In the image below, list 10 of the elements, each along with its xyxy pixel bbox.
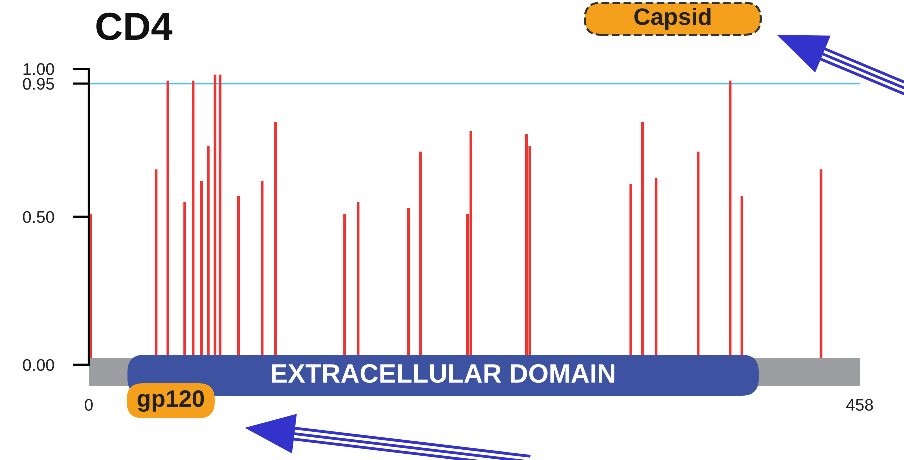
x-tick-label: 458 xyxy=(846,399,874,412)
y-tick-label: 0.00 xyxy=(23,359,54,372)
x-tick-label: 0 xyxy=(85,399,93,412)
annotation: gp120 xyxy=(138,390,204,412)
chart-title: CD4 xyxy=(96,12,173,40)
y-tick-label: 1.00 xyxy=(24,63,54,76)
band-label: EXTRACELLULAR DOMAIN xyxy=(272,364,615,384)
y-tick-label: 0.95 xyxy=(23,78,54,90)
text: Capsid xyxy=(634,8,711,30)
y-tick-label: 0.50 xyxy=(23,211,54,224)
